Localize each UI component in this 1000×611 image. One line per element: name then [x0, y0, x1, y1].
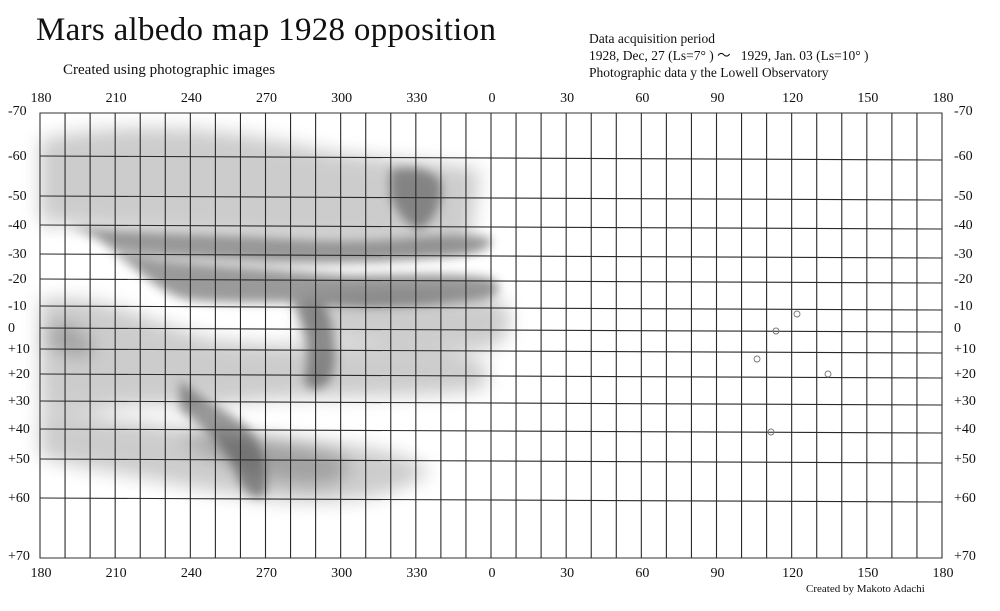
feature-marker: [793, 310, 801, 318]
latitude-label-left: -60: [8, 149, 27, 164]
longitude-label-top: 330: [406, 91, 428, 106]
parallel-line: [39, 428, 943, 434]
period-dates: 1928, Dec, 27 (Ls=7° ) ～ 1929, Jan. 03 (…: [589, 48, 869, 63]
latitude-label-left: +50: [8, 452, 30, 467]
latitude-label-right: +20: [954, 367, 976, 382]
map-frame: [39, 112, 943, 559]
longitude-label-bottom: 240: [180, 566, 202, 581]
longitude-label-top: 60: [635, 91, 650, 106]
feature-markers: [753, 310, 832, 436]
author-credit: Created by Makoto Adachi: [806, 583, 925, 595]
latitude-label-left: -40: [8, 218, 27, 233]
parallel-line: [39, 278, 943, 284]
data-source: Photographic data y the Lowell Observato…: [589, 65, 829, 80]
longitude-label-top: 90: [710, 91, 725, 106]
latitude-label-right: +70: [954, 549, 976, 564]
latitude-label-right: -70: [954, 104, 973, 119]
latitude-label-right: -60: [954, 149, 973, 164]
longitude-label-bottom: 150: [857, 566, 879, 581]
longitude-label-bottom: 60: [635, 566, 650, 581]
acquisition-info: Data acquisition period 1928, Dec, 27 (L…: [589, 30, 869, 81]
longitude-label-bottom: 90: [710, 566, 725, 581]
parallel-line: [39, 348, 943, 354]
longitude-label-bottom: 300: [331, 566, 353, 581]
latitude-label-left: +10: [8, 342, 30, 357]
longitude-label-top: 270: [256, 91, 277, 106]
latitude-label-right: -30: [954, 247, 973, 262]
latitude-label-left: 0: [8, 321, 15, 336]
longitude-label-bottom: 120: [782, 566, 804, 581]
period-heading: Data acquisition period: [589, 31, 715, 46]
longitude-label-top: 0: [488, 91, 496, 106]
latitude-label-left: -10: [8, 299, 27, 314]
latitude-label-left: -30: [8, 247, 27, 262]
parallel-line: [39, 373, 943, 379]
parallel-line: [39, 195, 943, 201]
latitude-label-right: -10: [954, 299, 973, 314]
parallel-line: [39, 400, 943, 406]
latitude-label-left: +30: [8, 394, 30, 409]
longitude-label-top: 180: [932, 91, 954, 106]
latitude-label-left: +20: [8, 367, 30, 382]
latitude-label-right: 0: [954, 321, 961, 336]
longitude-label-top: 210: [105, 91, 127, 106]
longitude-label-top: 30: [560, 91, 575, 106]
latitude-label-left: +40: [8, 422, 30, 437]
longitude-label-bottom: 0: [488, 566, 496, 581]
longitude-label-bottom: 270: [256, 566, 277, 581]
feature-marker: [772, 327, 780, 335]
longitude-label-bottom: 180: [30, 566, 52, 581]
longitude-label-bottom: 210: [105, 566, 127, 581]
latitude-label-right: +30: [954, 394, 976, 409]
map-subtitle: Created using photographic images: [63, 62, 276, 78]
longitude-label-bottom: 30: [560, 566, 575, 581]
parallel-line: [39, 327, 943, 333]
longitude-label-top: 120: [782, 91, 804, 106]
latitude-label-left: -50: [8, 189, 27, 204]
latitude-label-left: +70: [8, 549, 30, 564]
parallel-line: [39, 253, 943, 259]
feature-marker: [767, 428, 775, 436]
longitude-label-top: 180: [30, 91, 52, 106]
longitude-label-bottom: 330: [406, 566, 428, 581]
longitude-label-bottom: 180: [932, 566, 954, 581]
feature-marker: [824, 370, 832, 378]
latitude-label-left: -70: [8, 104, 27, 119]
parallel-line: [39, 497, 943, 503]
latitude-label-right: +40: [954, 422, 976, 437]
latitude-label-right: -40: [954, 218, 973, 233]
parallel-line: [39, 224, 943, 230]
feature-marker: [753, 355, 761, 363]
parallel-line: [39, 155, 943, 161]
latitude-label-right: -50: [954, 189, 973, 204]
latitude-label-right: +50: [954, 452, 976, 467]
parallel-line: [39, 305, 943, 311]
parallel-line: [39, 458, 943, 464]
latitude-label-left: -20: [8, 272, 27, 287]
latitude-label-right: -20: [954, 272, 973, 287]
coordinate-grid: [39, 113, 943, 558]
map-title: Mars albedo map 1928 opposition: [36, 12, 497, 48]
longitude-label-top: 150: [857, 91, 879, 106]
longitude-label-top: 240: [180, 91, 202, 106]
latitude-label-right: +10: [954, 342, 976, 357]
longitude-label-top: 300: [331, 91, 353, 106]
latitude-label-right: +60: [954, 491, 976, 506]
latitude-label-left: +60: [8, 491, 30, 506]
albedo-shading: [40, 127, 511, 502]
